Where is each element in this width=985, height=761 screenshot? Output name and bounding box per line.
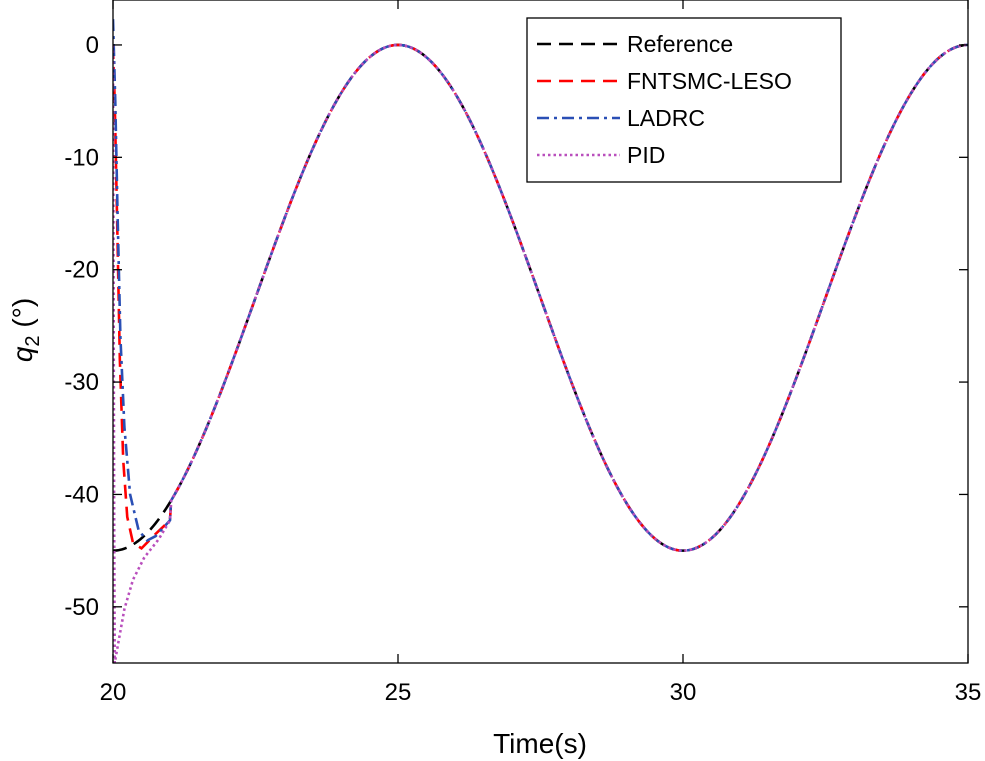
y-tick-label: 0	[86, 32, 99, 59]
y-tick-label: -20	[64, 257, 99, 284]
y-axis-title-unit: (°)	[7, 298, 38, 336]
legend-box	[526, 17, 842, 183]
y-tick-label: -30	[64, 369, 99, 396]
x-tick-label: 25	[385, 679, 412, 706]
legend: Reference FNTSMC-LESO LADRC PID	[526, 17, 842, 183]
plot-area-frame	[112, 0, 969, 664]
legend-label-fntsmc-leso: FNTSMC-LESO	[627, 68, 792, 94]
series-line-ladrc	[113, 19, 968, 552]
x-axis-title: Time(s)	[493, 728, 587, 759]
legend-label-pid: PID	[627, 142, 665, 168]
x-tick-label: 30	[670, 679, 697, 706]
ticks-layer: 20 25 30 35 0 -10 -20 -30 -40 -50	[64, 0, 981, 706]
y-tick-label: -50	[64, 594, 99, 621]
legend-label-ladrc: LADRC	[627, 105, 705, 131]
x-tick-label: 35	[955, 679, 982, 706]
y-axis-title: q2 (°)	[7, 298, 44, 362]
y-axis-title-variable: q	[7, 346, 38, 362]
series-layer	[113, 19, 968, 663]
x-tick-label: 20	[100, 679, 127, 706]
y-axis-title-subscript: 2	[22, 335, 44, 346]
y-tick-label: -40	[64, 481, 99, 508]
legend-label-reference: Reference	[627, 31, 733, 57]
y-tick-label: -10	[64, 144, 99, 171]
